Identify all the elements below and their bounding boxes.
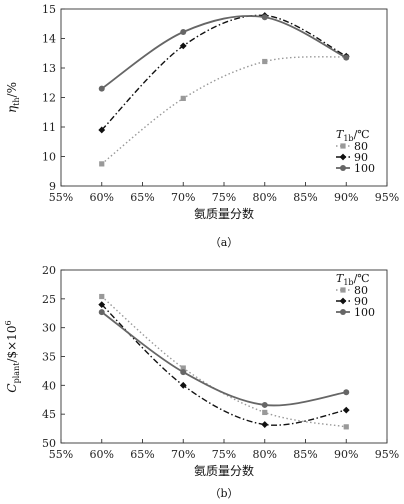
x-tick-label: 95% [375, 191, 399, 204]
data-point-80 [343, 424, 349, 430]
x-tick-label: 90% [334, 191, 358, 204]
x-axis-label: 氨质量分数 [194, 206, 254, 221]
y-tick-label: 25 [42, 293, 56, 306]
data-point-90 [179, 381, 187, 389]
x-tick-label: 80% [253, 448, 277, 461]
x-axis-label: 氨质量分数 [194, 463, 254, 478]
x-tick-label: 75% [212, 448, 236, 461]
figure-caption: （a） [210, 236, 239, 249]
y-tick-label: 30 [42, 322, 56, 335]
chart-panel-a: 9 10 11 12 13 14 15 55% 60% 65% 70% 75% 80% 85% 90% 95%… [5, 3, 399, 249]
x-tick-label: 80% [253, 191, 277, 204]
y-tick-label: 50 [42, 437, 56, 450]
x-tick-label: 85% [293, 191, 317, 204]
series-line-90 [101, 14, 347, 131]
y-tick-label: 9 [49, 180, 56, 193]
data-point-100 [261, 14, 268, 21]
legend-label: 100 [354, 306, 375, 319]
y-tick-label: 11 [42, 121, 56, 134]
x-tick-label: 55% [49, 191, 73, 204]
series-line-100 [101, 311, 347, 407]
legend-title: T1b/℃ [336, 272, 370, 287]
x-tick-label: 85% [293, 448, 317, 461]
x-tick-label: 65% [130, 448, 154, 461]
x-tick-label: 55% [49, 448, 73, 461]
data-point-80 [180, 365, 186, 371]
y-axis-label: ηth/% [5, 82, 21, 113]
series-line-90 [101, 304, 347, 426]
y-tick-label: 13 [42, 62, 56, 75]
data-point-90 [98, 126, 106, 134]
data-point-80 [99, 293, 105, 300]
data-point-90 [342, 406, 350, 414]
legend-marker-100 [340, 309, 346, 315]
series-line-80 [101, 56, 347, 165]
plot-frame [60, 8, 388, 187]
plot-frame [60, 269, 388, 444]
data-point-80 [180, 95, 186, 101]
x-tick-label: 60% [90, 448, 114, 461]
y-tick-label: 10 [42, 151, 56, 164]
x-tick-label: 75% [212, 191, 236, 204]
y-tick-label: 12 [42, 92, 56, 105]
series-line-100 [101, 15, 347, 90]
x-tick-label: 90% [334, 448, 358, 461]
legend-marker-80 [340, 287, 346, 293]
y-tick-label: 40 [42, 379, 56, 392]
legend-title: T1b/℃ [336, 128, 370, 143]
data-point-90 [98, 301, 106, 308]
data-point-100 [98, 85, 105, 92]
x-tick-label: 95% [375, 448, 399, 461]
data-point-80 [262, 409, 268, 416]
x-tick-label: 60% [90, 191, 114, 204]
y-tick-label: 45 [42, 408, 56, 421]
data-point-90 [261, 421, 269, 428]
legend-marker-100 [340, 165, 346, 171]
y-tick-label: 15 [42, 3, 56, 16]
legend-label: 90 [354, 295, 368, 308]
x-tick-label: 70% [171, 191, 195, 204]
legend-marker-90 [339, 297, 347, 305]
legend-marker-80 [340, 143, 346, 149]
data-point-100 [180, 369, 187, 376]
figure-caption: （b） [209, 487, 238, 500]
legend-label: 100 [354, 162, 375, 175]
legend-label: 80 [354, 284, 368, 297]
data-point-90 [179, 42, 187, 50]
data-point-100 [261, 401, 268, 408]
legend-label: 80 [354, 140, 368, 153]
data-point-100 [98, 309, 105, 316]
data-point-80 [99, 161, 105, 167]
data-point-100 [343, 54, 350, 61]
series-line-80 [101, 296, 347, 428]
legend-marker-90 [339, 153, 347, 161]
x-tick-label: 70% [171, 448, 195, 461]
data-point-80 [262, 58, 268, 65]
y-tick-label: 20 [42, 264, 56, 277]
y-tick-label: 35 [42, 351, 56, 364]
x-tick-label: 65% [130, 191, 154, 204]
legend-label: 90 [354, 151, 368, 164]
data-point-100 [180, 29, 187, 36]
y-axis-label: Cplant/$×106 [4, 320, 21, 392]
data-point-100 [343, 389, 350, 396]
y-tick-label: 14 [42, 33, 56, 46]
